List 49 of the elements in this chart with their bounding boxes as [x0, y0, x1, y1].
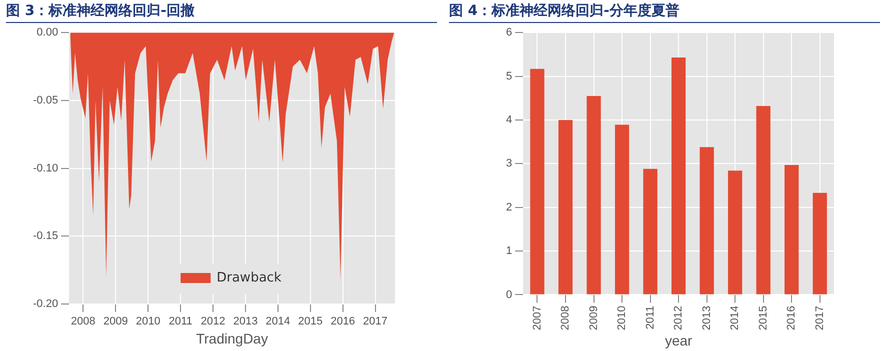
x-tick-label: 2007 [531, 306, 544, 330]
y-tick-label: 5 [506, 70, 512, 82]
x-tick-label: 2013 [700, 306, 713, 330]
chart-title: 图 4：标准神经网络回归-分年度夏普 [449, 2, 880, 23]
bar [756, 106, 770, 294]
x-tick-label: 2017 [814, 306, 826, 330]
x-tick-label: 2009 [103, 316, 128, 328]
x-tick-label: 2013 [233, 316, 258, 328]
x-tick-label: 2014 [266, 316, 290, 328]
x-tick-label: 2008 [560, 306, 572, 330]
x-tick-label: 2015 [298, 316, 323, 328]
chart-title: 图 3：标准神经网络回归-回撤 [6, 2, 437, 23]
x-tick-label: 2012 [200, 316, 226, 328]
bar [558, 120, 573, 294]
x-tick-label: 2008 [70, 316, 96, 328]
x-tick-label: 2014 [729, 306, 742, 330]
bar [530, 68, 544, 294]
x-tick-label: 2016 [330, 316, 356, 328]
x-tick-label: 2010 [136, 316, 160, 328]
bar [728, 170, 742, 294]
x-tick-label: 2010 [616, 306, 628, 330]
y-tick-label: -0.05 [32, 94, 58, 106]
y-tick-label: 1 [506, 245, 512, 258]
x-tick-label: 2011 [644, 306, 656, 330]
bar [671, 58, 686, 294]
x-axis-title: year [664, 332, 693, 348]
bar [614, 124, 630, 294]
y-tick-label: -0.20 [32, 298, 58, 310]
y-tick-label: 3 [506, 158, 512, 170]
x-tick-label: 2017 [363, 316, 388, 328]
y-tick-label: 2 [506, 201, 512, 214]
legend-label: Drawback [216, 270, 282, 286]
x-tick-label: 2015 [757, 306, 770, 330]
bar [643, 168, 658, 294]
bar [784, 164, 799, 294]
bar [812, 192, 827, 294]
bar [586, 96, 601, 294]
bar [700, 147, 714, 294]
x-tick-label: 2011 [168, 316, 192, 328]
y-tick-label: 4 [506, 114, 512, 126]
x-axis-title: TradingDay [196, 330, 268, 346]
x-tick-label: 2009 [588, 306, 600, 330]
y-tick-label: 0 [506, 288, 512, 301]
x-tick-label: 2016 [786, 306, 798, 330]
y-tick-label: -0.15 [32, 230, 58, 242]
y-tick-label: 0.00 [36, 26, 58, 39]
x-tick-label: 2012 [672, 306, 685, 330]
y-tick-label: 6 [506, 26, 512, 39]
y-tick-label: -0.10 [32, 162, 58, 174]
